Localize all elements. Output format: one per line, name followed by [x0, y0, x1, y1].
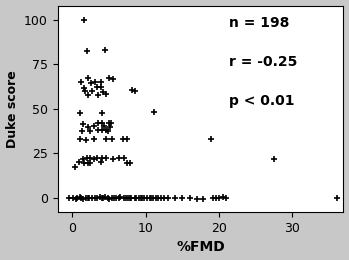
- Text: n = 198: n = 198: [229, 16, 290, 30]
- Text: p < 0.01: p < 0.01: [229, 94, 295, 108]
- X-axis label: %FMD: %FMD: [176, 240, 225, 255]
- Text: r = -0.25: r = -0.25: [229, 55, 298, 69]
- Y-axis label: Duke score: Duke score: [6, 70, 18, 148]
